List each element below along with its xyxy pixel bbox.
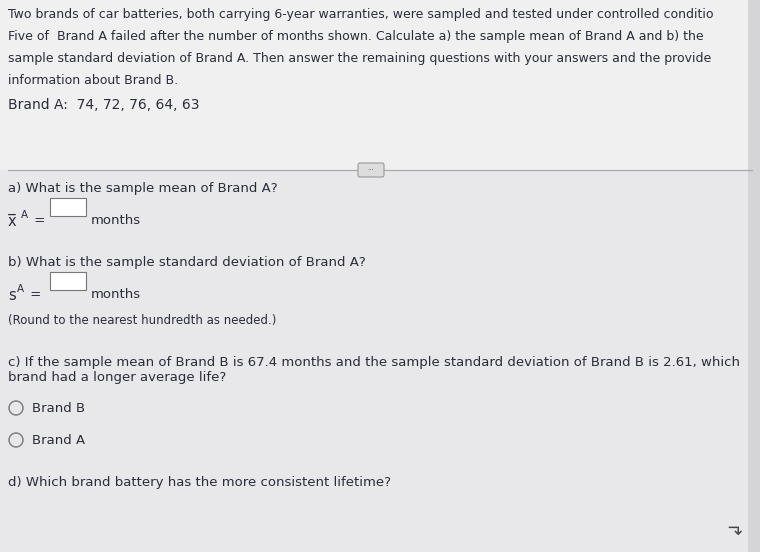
Text: Two brands of car batteries, both carrying 6-year warranties, were sampled and t: Two brands of car batteries, both carryi…: [8, 8, 714, 21]
Text: b) What is the sample standard deviation of Brand A?: b) What is the sample standard deviation…: [8, 256, 366, 269]
Text: ···: ···: [368, 167, 375, 173]
Text: Brand B: Brand B: [32, 402, 85, 415]
Bar: [50, 272, 86, 290]
Text: Brand A:  74, 72, 76, 64, 63: Brand A: 74, 72, 76, 64, 63: [8, 98, 199, 112]
Text: months: months: [91, 214, 141, 227]
Text: A: A: [17, 284, 24, 294]
Text: d) Which brand battery has the more consistent lifetime?: d) Which brand battery has the more cons…: [8, 476, 391, 489]
Text: information about Brand B.: information about Brand B.: [8, 74, 178, 87]
Text: x̅: x̅: [8, 214, 17, 229]
Text: months: months: [91, 288, 141, 301]
Bar: [748, 0, 760, 552]
Text: A: A: [21, 210, 28, 220]
Bar: [0, 0, 760, 170]
Text: Five of  Brand A failed after the number of months shown. Calculate a) the sampl: Five of Brand A failed after the number …: [8, 30, 704, 43]
Text: a) What is the sample mean of Brand A?: a) What is the sample mean of Brand A?: [8, 182, 277, 195]
Text: =: =: [30, 214, 46, 227]
Text: =: =: [26, 288, 41, 301]
Text: Brand A: Brand A: [32, 434, 85, 447]
FancyBboxPatch shape: [358, 163, 384, 177]
Text: c) If the sample mean of Brand B is 67.4 months and the sample standard deviatio: c) If the sample mean of Brand B is 67.4…: [8, 356, 740, 384]
Bar: [50, 198, 86, 216]
Text: (Round to the nearest hundredth as needed.): (Round to the nearest hundredth as neede…: [8, 314, 277, 327]
Text: s: s: [8, 288, 16, 303]
Text: sample standard deviation of Brand A. Then answer the remaining questions with y: sample standard deviation of Brand A. Th…: [8, 52, 711, 65]
Text: ↲: ↲: [726, 519, 744, 534]
